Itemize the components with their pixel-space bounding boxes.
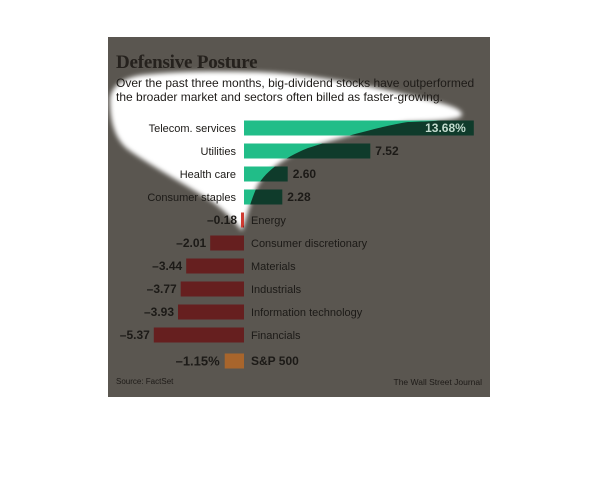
- value-label-industrials: –3.77: [147, 282, 177, 296]
- value-label-telecom-services: 13.68%: [425, 121, 466, 135]
- bar-consumer-discretionary: [210, 235, 244, 251]
- publisher-credit: The Wall Street Journal: [393, 377, 483, 387]
- chart-subtitle: Over the past three months, big-dividend…: [116, 76, 475, 104]
- bar-financials: [153, 327, 244, 343]
- value-label-information-technology: –3.93: [144, 305, 174, 319]
- category-label-energy: Energy: [251, 215, 286, 227]
- category-label-materials: Materials: [251, 261, 296, 273]
- bar-labels: Telecom. services 13.68% Utilities 7.52 Heal…: [120, 121, 466, 369]
- chart-panel: Telecom. services 13.68% Utilities 7.52 Heal…: [108, 37, 490, 397]
- category-label-utilities: Utilities: [201, 146, 237, 158]
- value-label-consumer-staples: 2.28: [287, 190, 311, 204]
- bar-industrials: [180, 281, 244, 297]
- bar-materials: [186, 258, 244, 274]
- bar-chart: Telecom. services 13.68% Utilities 7.52 Heal…: [110, 71, 474, 369]
- value-label-consumer-discretionary: –2.01: [176, 236, 206, 250]
- category-label-financials: Financials: [251, 330, 301, 342]
- category-label-s-p-500: S&P 500: [251, 354, 299, 368]
- value-label-health-care: 2.60: [293, 167, 317, 181]
- bar-highlight-energy: [241, 212, 244, 228]
- value-label-s-p-500: –1.15%: [176, 354, 221, 369]
- value-label-energy: –0.18: [207, 213, 237, 227]
- source-note: Source: FactSet: [116, 377, 174, 386]
- category-label-health-care: Health care: [180, 169, 236, 181]
- bar-s-p-500: [224, 353, 244, 369]
- category-label-consumer-discretionary: Consumer discretionary: [251, 238, 368, 250]
- category-label-telecom-services: Telecom. services: [149, 123, 237, 135]
- bar-information-technology: [178, 304, 244, 320]
- value-label-financials: –5.37: [120, 328, 150, 342]
- category-label-information-technology: Information technology: [251, 307, 363, 319]
- category-label-consumer-staples: Consumer staples: [147, 192, 236, 204]
- value-label-materials: –3.44: [152, 259, 182, 273]
- chart-title: Defensive Posture: [116, 52, 258, 73]
- category-label-industrials: Industrials: [251, 284, 302, 296]
- value-label-utilities: 7.52: [375, 144, 399, 158]
